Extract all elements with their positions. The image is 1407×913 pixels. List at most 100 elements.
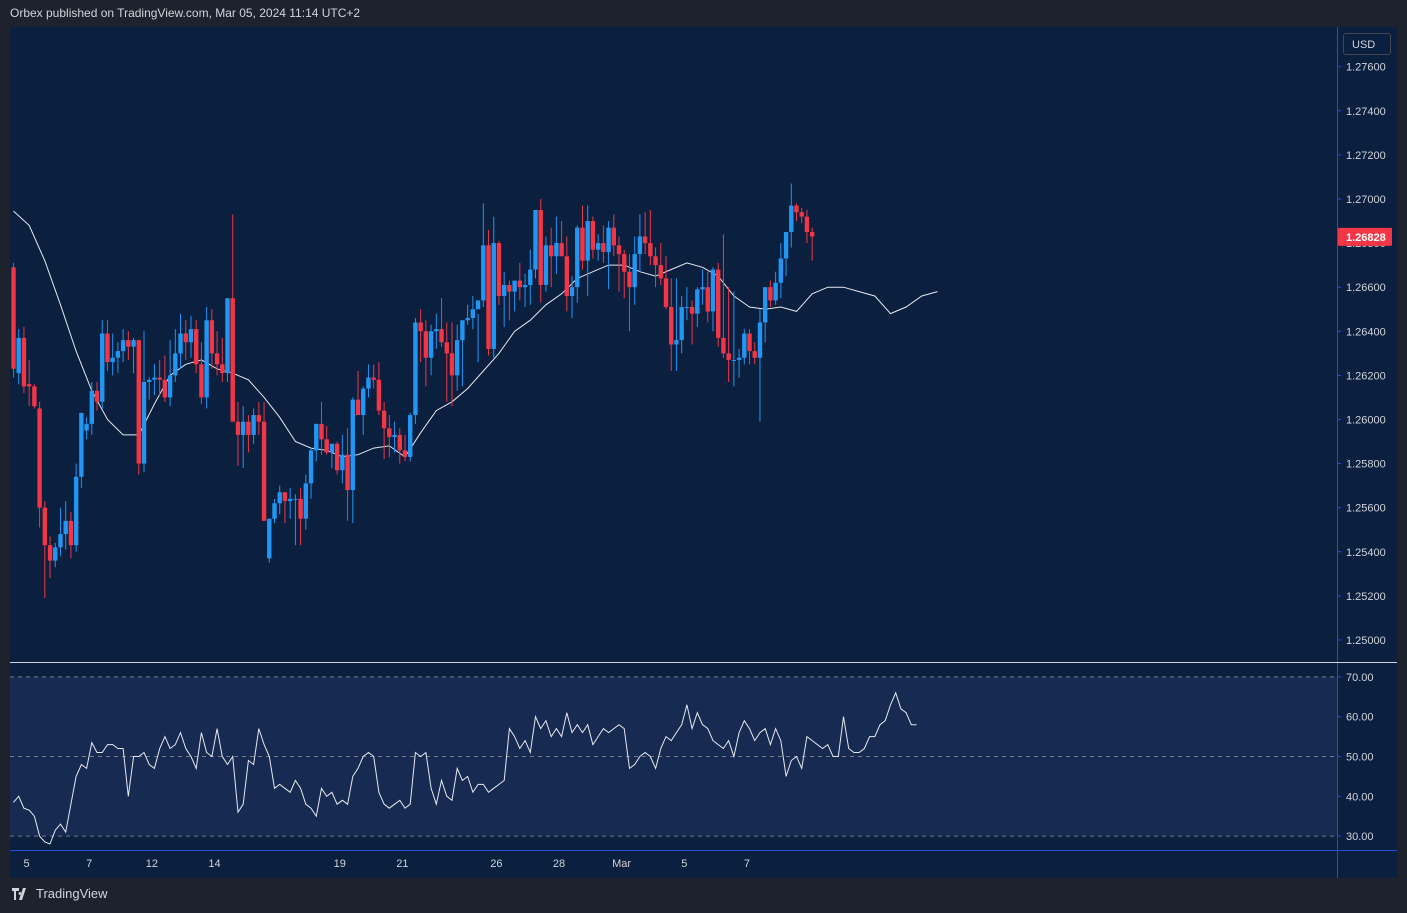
candle-body <box>752 351 757 358</box>
candle-body <box>721 337 726 354</box>
candle <box>173 329 178 382</box>
candle <box>762 287 768 343</box>
candle-body <box>366 377 371 389</box>
candle <box>747 329 752 365</box>
candle-body <box>230 298 235 422</box>
candle-body <box>481 245 486 301</box>
candle-body <box>334 443 340 471</box>
candle-body <box>350 399 355 491</box>
candle-body <box>141 381 147 464</box>
candle-body <box>439 329 444 343</box>
candle <box>194 320 199 374</box>
candle <box>648 210 653 266</box>
candle-body <box>783 232 789 259</box>
candle-body <box>256 415 262 422</box>
candle <box>381 401 387 460</box>
candle <box>162 355 168 402</box>
candle-body <box>235 421 241 435</box>
price-tick-label: 1.25800 <box>1346 459 1386 471</box>
candle-body <box>554 243 559 257</box>
candle-body <box>376 379 382 411</box>
candle <box>710 267 716 332</box>
candle <box>695 287 700 327</box>
candle-body <box>199 364 204 398</box>
rsi-line <box>13 691 917 845</box>
candle <box>455 324 460 391</box>
candle <box>559 221 564 257</box>
candle-body <box>705 287 710 312</box>
price-tick-label: 1.25000 <box>1346 635 1386 647</box>
candle <box>616 236 622 292</box>
time-tick-label: 26 <box>490 858 502 870</box>
candle-body <box>308 450 314 484</box>
currency-selector[interactable]: USD <box>1343 33 1391 55</box>
time-tick-label: 21 <box>396 858 408 870</box>
candle <box>554 216 559 274</box>
candle <box>460 320 465 387</box>
candle-body <box>371 377 376 380</box>
candle <box>486 229 491 356</box>
candle <box>387 415 392 457</box>
candle <box>507 280 512 321</box>
candle <box>627 254 632 332</box>
candle-body <box>611 227 616 246</box>
candle <box>548 227 554 288</box>
candle-body <box>533 210 538 270</box>
candle <box>366 364 371 398</box>
candle <box>152 364 157 396</box>
candle <box>705 271 710 323</box>
last-price-tag: 1.26828 <box>1338 227 1392 246</box>
candle <box>26 359 32 407</box>
candle <box>21 326 27 394</box>
candle <box>361 386 366 435</box>
candle <box>324 426 329 455</box>
price-tick-label: 1.27400 <box>1346 106 1386 118</box>
price-tick-label: 1.25200 <box>1346 591 1386 603</box>
candle-body <box>178 333 183 354</box>
candle-body <box>324 439 329 453</box>
candle-body <box>246 421 251 435</box>
tradingview-logo: TradingView <box>12 886 108 901</box>
candle-body <box>423 331 429 358</box>
candle <box>147 377 152 400</box>
candle <box>178 313 183 369</box>
candle-body <box>319 423 324 440</box>
candle-body <box>183 333 188 343</box>
candle-body <box>559 243 564 257</box>
candle-body <box>428 331 434 358</box>
candle-body <box>742 333 747 358</box>
candle <box>246 415 251 453</box>
candle-body <box>194 329 199 365</box>
candle <box>272 498 277 524</box>
candle-body <box>26 384 32 387</box>
candle <box>277 485 282 515</box>
candle <box>120 329 126 363</box>
candle-body <box>303 483 309 519</box>
candle <box>68 512 74 559</box>
candle <box>329 443 335 468</box>
candle <box>606 221 611 290</box>
candle-body <box>298 498 303 519</box>
candle-body <box>89 390 94 424</box>
candle-body <box>470 309 476 319</box>
candle-body <box>809 232 815 237</box>
candle <box>778 243 784 299</box>
candle <box>496 240 502 305</box>
candle-body <box>444 342 449 354</box>
candle <box>601 225 606 263</box>
candle-body <box>658 265 663 279</box>
candle <box>110 333 115 376</box>
candle-body <box>522 284 528 288</box>
candle-body <box>616 245 622 255</box>
candle <box>79 412 84 488</box>
candle <box>256 401 262 435</box>
rsi-tick-label: 30.00 <box>1346 831 1374 843</box>
time-tick-label: 19 <box>334 858 346 870</box>
candle-body <box>569 287 575 296</box>
candle <box>89 381 94 435</box>
candle <box>32 384 37 409</box>
candle <box>538 198 543 303</box>
candle <box>595 234 601 261</box>
candle <box>314 423 319 462</box>
candle-body <box>804 216 810 233</box>
